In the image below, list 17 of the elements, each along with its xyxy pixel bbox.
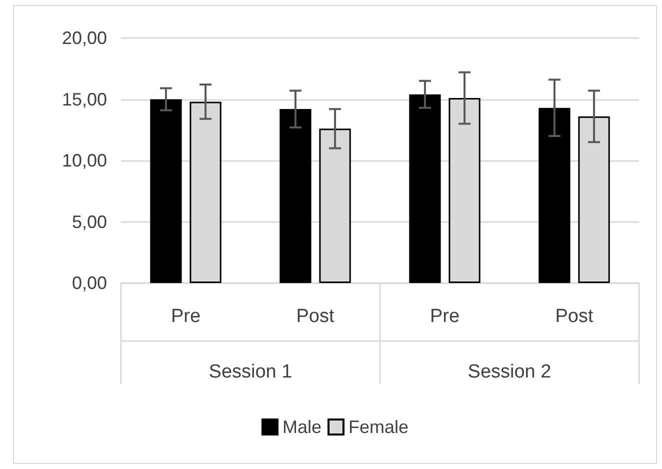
y-tick-label: 5,00 [72, 212, 107, 232]
legend-label: Female [348, 417, 409, 437]
x-tick-label: Pre [170, 306, 201, 327]
legend-label: Male [282, 417, 322, 437]
bar [538, 108, 570, 283]
x-tick-label: Post [555, 306, 594, 327]
text: Session 2 [468, 362, 552, 382]
y-tick-label: 15,00 [62, 89, 107, 110]
x-tick-label: Post [296, 306, 335, 327]
y-tick-label: 20,00 [62, 28, 107, 48]
y-tick-label: 0,00 [72, 273, 107, 293]
bar [409, 94, 441, 283]
bar [280, 109, 312, 283]
text: Session 1 [208, 362, 292, 382]
bar [150, 99, 182, 283]
x-tick-label: Pre [430, 306, 460, 327]
y-tick-label: 10,00 [62, 150, 107, 170]
